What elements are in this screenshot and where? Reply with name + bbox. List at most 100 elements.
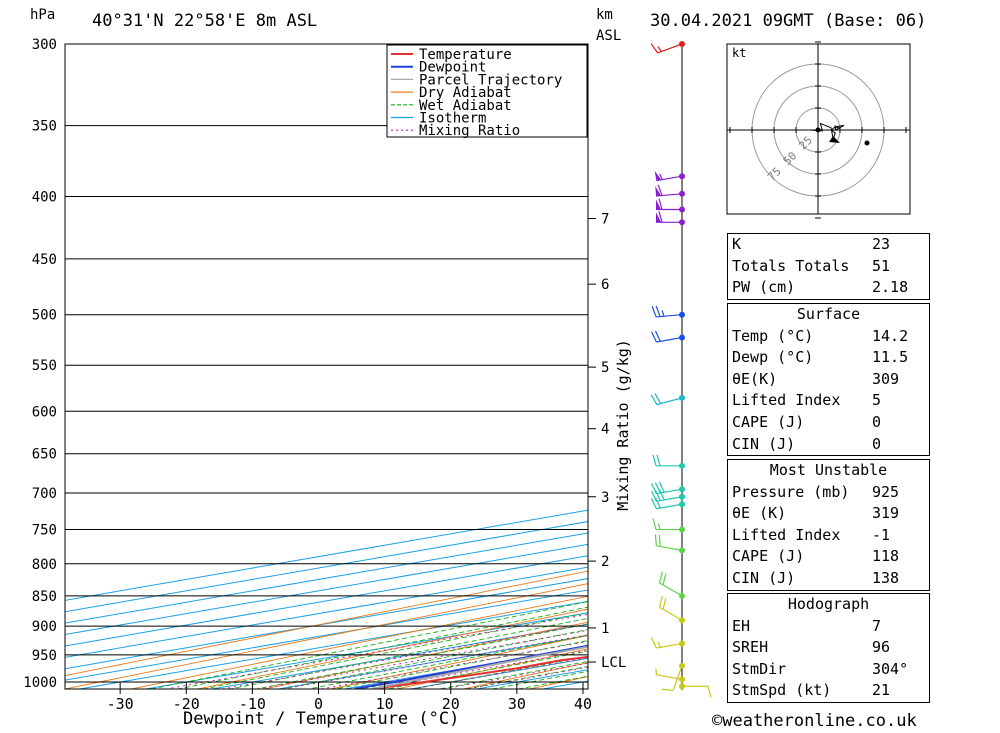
table-row: θE (K) 319 — [728, 503, 929, 525]
axes: 3003504004505005506006507007508008509009… — [23, 37, 632, 713]
height-asl-label: ASL — [596, 28, 622, 44]
pressure-tick-label: 350 — [32, 119, 57, 135]
wind-barb-full — [650, 394, 658, 405]
wind-barb-full — [650, 498, 657, 509]
table-row: Lifted Index 5 — [728, 390, 929, 412]
row-value: 7 — [872, 616, 882, 635]
dry-adiabat-line — [65, 583, 588, 689]
table-row: EH 7 — [728, 616, 929, 638]
background-lines: 12346810152025 — [65, 44, 1000, 708]
pressure-tick-label: 450 — [32, 252, 57, 268]
isotherm-line — [65, 589, 588, 681]
dry-adiabat-line — [328, 634, 588, 689]
wind-barb — [656, 545, 683, 551]
row-value: 304° — [872, 659, 909, 678]
wind-barb-full — [656, 454, 661, 466]
row-value: 309 — [872, 369, 900, 388]
wind-barb-half — [657, 641, 661, 648]
table-row: SREH 96 — [728, 637, 929, 659]
hodograph-trace — [809, 122, 845, 141]
table-row: Temp (°C) 14.2 — [728, 326, 929, 348]
row-label: Dewp (°C) — [732, 348, 814, 367]
wind-barb-full — [650, 490, 657, 502]
height-tick-label: 4 — [601, 422, 609, 438]
wind-barb-full — [662, 598, 667, 610]
row-label: θE(K) — [732, 369, 778, 388]
dry-adiabat-line — [65, 570, 588, 677]
mixing-ratio-line — [440, 662, 588, 689]
wind-barb-half — [657, 46, 662, 52]
wind-barb-full — [652, 518, 657, 530]
row-label: Lifted Index — [732, 525, 841, 544]
wet-adiabat-line — [201, 612, 588, 689]
wind-barb-full — [658, 535, 661, 547]
wet-adiabat-line — [280, 629, 588, 689]
legend-label: Dewpoint — [419, 60, 486, 76]
wind-barb-full — [657, 184, 663, 196]
hodograph-endpoint — [864, 140, 870, 146]
row-label: Pressure (mb) — [732, 482, 850, 501]
table-row: CIN (J) 0 — [728, 434, 929, 456]
row-label: StmSpd (kt) — [732, 681, 832, 700]
table-row: Pressure (mb) 925 — [728, 482, 929, 504]
wind-barb-full — [654, 497, 661, 509]
table-row: StmDir 304° — [728, 659, 929, 681]
isotherm-line — [65, 578, 588, 670]
height-tick-label: 1 — [601, 621, 609, 637]
most-unstable-title: Most Unstable — [769, 461, 888, 479]
table-row: PW (cm) 2.18 — [728, 277, 929, 299]
row-label: CIN (J) — [732, 434, 796, 453]
x-tick-label: -20 — [173, 695, 200, 713]
pressure-tick-label: 600 — [32, 404, 57, 420]
height-tick-label: 7 — [601, 212, 609, 228]
table-row: K 23 — [728, 234, 929, 256]
row-value: 23 — [872, 235, 891, 253]
table-title: Hodograph — [728, 594, 929, 616]
wind-barb — [672, 665, 683, 691]
height-tick-label: 6 — [601, 277, 609, 293]
x-axis-label: Dewpoint / Temperature (°C) — [183, 709, 460, 729]
copyright-text: ©weatheronline.co.uk — [712, 711, 917, 731]
x-tick-label: 30 — [508, 695, 526, 713]
row-label: StmDir — [732, 659, 787, 678]
wind-barb-flag — [656, 212, 661, 223]
pressure-unit-label: hPa — [30, 7, 56, 23]
row-label: CAPE (J) — [732, 547, 805, 566]
row-label: CIN (J) — [732, 568, 796, 587]
dry-adiabat-line — [977, 44, 1000, 708]
table-row: CIN (J) 138 — [728, 568, 929, 590]
wind-barb — [656, 336, 683, 343]
height-tick-label: 2 — [601, 554, 609, 570]
surface-table: Surface Temp (°C) 14.2 Dewp (°C) 11.5 θE(K… — [727, 303, 930, 457]
pressure-tick-label: 850 — [32, 589, 57, 605]
station-coordinates: 40°31'N 22°58'E 8m ASL — [92, 11, 318, 31]
height-tick-label: 5 — [601, 360, 609, 376]
dry-adiabat-line — [195, 608, 588, 689]
row-value: 21 — [872, 681, 891, 700]
wind-barb — [659, 606, 683, 621]
plot-frame — [64, 43, 589, 690]
row-label: K — [732, 235, 742, 253]
hodograph-unit-label: kt — [732, 46, 746, 60]
wind-barb-full — [654, 482, 661, 494]
legend-label: Wet Adiabat — [419, 98, 512, 114]
isotherm-line — [65, 521, 588, 613]
wind-barb — [656, 193, 683, 197]
table-row: CAPE (J) 118 — [728, 546, 929, 568]
wind-barb-full — [655, 305, 661, 317]
wind-barb — [659, 582, 683, 597]
legend-box — [386, 44, 588, 138]
wet-adiabat-line — [149, 601, 588, 689]
surface-title: Surface — [796, 305, 861, 323]
table-row: CAPE (J) 0 — [728, 412, 929, 434]
pressure-tick-label: 550 — [32, 358, 57, 374]
row-label: EH — [732, 616, 751, 635]
row-label: Temp (°C) — [732, 326, 814, 345]
pressure-tick-label: 400 — [32, 189, 57, 205]
wind-barb — [656, 175, 683, 182]
row-value: 0 — [872, 412, 882, 431]
table-title: Surface — [728, 304, 929, 326]
row-value: 925 — [872, 482, 900, 501]
